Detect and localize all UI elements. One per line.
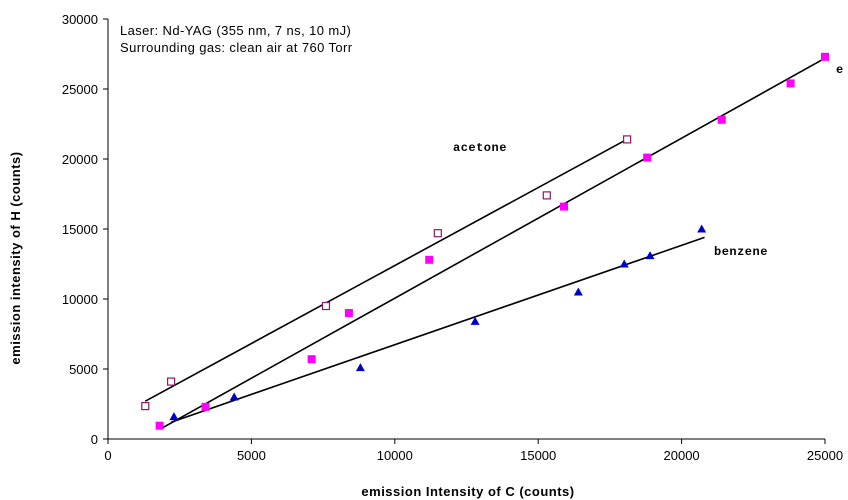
y-tick-label: 0 bbox=[91, 432, 98, 447]
data-point-e bbox=[821, 52, 829, 61]
data-point-acetone bbox=[321, 301, 331, 311]
data-point-acetone bbox=[542, 191, 551, 200]
y-tick-label: 30000 bbox=[62, 12, 98, 27]
data-point-benzene bbox=[697, 224, 707, 233]
fit-line-benzene bbox=[170, 236, 705, 423]
data-point-benzene bbox=[573, 287, 583, 296]
x-tick-label: 0 bbox=[104, 448, 111, 463]
fit-lines bbox=[144, 57, 826, 429]
series-label-benzene: benzene bbox=[714, 245, 768, 259]
y-tick-label: 5000 bbox=[69, 362, 98, 377]
data-point-benzene bbox=[619, 259, 629, 268]
data-point-acetone bbox=[433, 229, 442, 238]
y-tick-label: 10000 bbox=[62, 292, 98, 307]
data-point-e bbox=[425, 255, 434, 264]
data-point-e bbox=[201, 402, 210, 411]
fit-line-e bbox=[162, 57, 826, 429]
x-tick-label: 5000 bbox=[237, 448, 266, 463]
data-point-acetone bbox=[141, 402, 150, 411]
data-point-e bbox=[344, 309, 353, 317]
x-axis-title: emission Intensity of C (counts) bbox=[361, 484, 574, 499]
annotation-gas: Surrounding gas: clean air at 760 Torr bbox=[120, 40, 353, 55]
data-point-e bbox=[786, 79, 795, 88]
data-point-benzene bbox=[355, 363, 365, 372]
data-point-e bbox=[560, 202, 569, 211]
x-tick-label: 25000 bbox=[807, 448, 843, 463]
data-point-e bbox=[643, 153, 652, 162]
data-points bbox=[141, 52, 829, 430]
data-point-acetone bbox=[623, 135, 632, 144]
series-label-acetone: acetone bbox=[453, 141, 507, 155]
data-point-benzene bbox=[229, 392, 239, 401]
series-label-e: e bbox=[836, 63, 844, 77]
x-tick-label: 20000 bbox=[664, 448, 700, 463]
fit-line-acetone bbox=[144, 140, 625, 402]
data-point-benzene bbox=[645, 251, 655, 260]
data-point-acetone bbox=[166, 377, 176, 386]
y-ticks: 0 5000 10000 15000 20000 25000 30000 bbox=[62, 12, 108, 447]
data-point-e bbox=[307, 355, 316, 364]
data-point-e bbox=[717, 115, 726, 124]
data-point-e bbox=[155, 421, 164, 430]
x-ticks: 0 5000 10000 15000 20000 25000 bbox=[104, 439, 843, 463]
y-tick-label: 25000 bbox=[62, 82, 98, 97]
data-point-benzene bbox=[470, 316, 480, 325]
x-tick-label: 15000 bbox=[520, 448, 556, 463]
axes bbox=[107, 19, 825, 440]
y-tick-label: 20000 bbox=[62, 152, 98, 167]
y-tick-label: 15000 bbox=[62, 222, 98, 237]
annotation-laser: Laser: Nd-YAG (355 nm, 7 ns, 10 mJ) bbox=[120, 23, 351, 38]
x-tick-label: 10000 bbox=[377, 448, 413, 463]
data-point-benzene bbox=[169, 412, 179, 421]
y-axis-title: emission intensity of H (counts) bbox=[8, 151, 23, 364]
